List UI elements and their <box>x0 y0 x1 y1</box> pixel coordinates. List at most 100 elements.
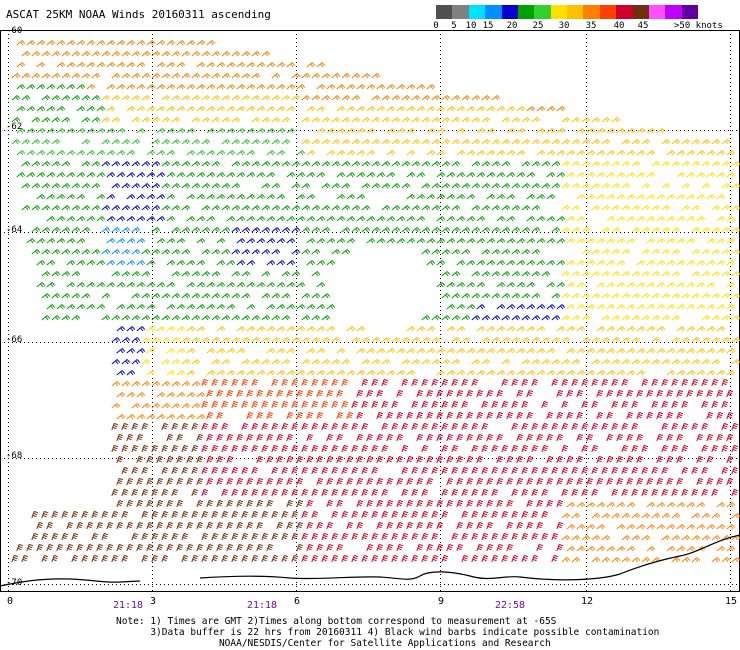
wind-barb <box>716 477 724 486</box>
wind-barb <box>301 227 311 233</box>
wind-barb <box>461 337 471 343</box>
map-canvas <box>0 30 740 592</box>
wind-barb <box>446 543 454 552</box>
wind-barb <box>596 348 606 354</box>
wind-barb <box>476 150 486 156</box>
wind-barb <box>236 106 246 112</box>
wind-barb <box>676 389 684 398</box>
wind-barb <box>526 282 536 288</box>
wind-barb <box>506 411 514 420</box>
wind-barb <box>471 183 481 189</box>
wind-barb <box>181 315 191 321</box>
wind-barb <box>366 150 376 156</box>
wind-barb <box>431 554 439 563</box>
wind-barb <box>236 389 244 398</box>
wind-barb <box>611 337 621 343</box>
wind-barb <box>76 172 86 178</box>
wind-barb <box>101 139 111 145</box>
wind-barb <box>161 249 171 255</box>
wind-barb <box>461 488 469 497</box>
wind-barb <box>441 161 451 167</box>
wind-barb <box>611 378 619 387</box>
wind-barb <box>311 422 319 431</box>
wind-barb <box>571 315 581 321</box>
wind-barb <box>156 543 164 552</box>
wind-barb <box>431 378 439 387</box>
wind-barb <box>201 337 211 343</box>
wind-barb <box>31 51 41 57</box>
wind-barb <box>621 422 629 431</box>
wind-barb <box>76 282 86 288</box>
wind-barb <box>716 216 726 222</box>
wind-barb <box>316 370 326 376</box>
wind-barb <box>711 205 721 211</box>
wind-barb <box>186 216 196 222</box>
wind-barb <box>626 370 636 376</box>
wind-barb <box>146 543 154 552</box>
wind-barb <box>591 205 601 211</box>
wind-barb <box>266 128 276 134</box>
wind-barb <box>91 249 101 255</box>
wind-barb <box>291 422 299 431</box>
wind-barb <box>206 433 214 442</box>
wind-barb <box>711 337 721 343</box>
wind-barb <box>676 546 686 552</box>
wind-barb <box>706 304 716 310</box>
wind-barb <box>136 499 144 508</box>
wind-barb <box>471 161 481 167</box>
wind-barb <box>611 513 621 519</box>
wind-barb <box>586 238 596 244</box>
wind-barb <box>286 326 296 332</box>
wind-barb <box>391 205 401 211</box>
wind-barb <box>31 532 39 541</box>
wind-barb <box>581 466 589 475</box>
wind-barb <box>336 172 346 178</box>
wind-barb <box>216 499 224 508</box>
wind-barb <box>201 117 211 123</box>
wind-barb <box>601 422 609 431</box>
wind-barb <box>731 183 740 189</box>
wind-barb <box>256 172 266 178</box>
wind-barb <box>196 62 206 68</box>
wind-barb <box>16 106 26 112</box>
wind-barb <box>66 194 76 200</box>
wind-barb <box>146 370 156 376</box>
wind-barb <box>706 433 714 442</box>
wind-barb <box>466 370 476 376</box>
wind-barb <box>311 510 319 519</box>
wind-barb <box>111 161 121 167</box>
wind-barb <box>656 194 666 200</box>
wind-barb <box>156 455 164 464</box>
wind-barb <box>716 389 724 398</box>
wind-barb <box>486 106 496 112</box>
wind-barb <box>196 260 206 266</box>
wind-barb <box>411 532 419 541</box>
wind-barb <box>616 194 626 200</box>
wind-barb <box>266 282 276 288</box>
wind-barb <box>586 260 596 266</box>
wind-barb <box>231 205 241 211</box>
wind-barb <box>46 40 56 46</box>
wind-barb <box>496 150 506 156</box>
map-title: ASCAT 25KM NOAA Winds 20160311 ascending <box>6 8 271 21</box>
wind-barb <box>156 392 166 398</box>
wind-barb <box>61 293 71 299</box>
wind-barb <box>226 455 234 464</box>
wind-barb <box>271 444 279 453</box>
wind-barb <box>251 73 261 79</box>
wind-barb <box>621 535 631 541</box>
wind-barb <box>461 554 469 563</box>
wind-barb <box>256 543 264 552</box>
wind-barb <box>141 95 151 101</box>
wind-barb <box>156 172 166 178</box>
wind-barb <box>501 378 509 387</box>
legend-label: 40 <box>613 21 625 31</box>
wind-barb <box>466 411 474 420</box>
wind-barb <box>261 249 271 255</box>
wind-barb <box>256 477 264 486</box>
wind-barb <box>36 150 46 156</box>
wind-barb <box>66 40 76 46</box>
wind-barb <box>106 40 116 46</box>
wind-barb <box>636 524 646 530</box>
wind-barb <box>536 216 546 222</box>
